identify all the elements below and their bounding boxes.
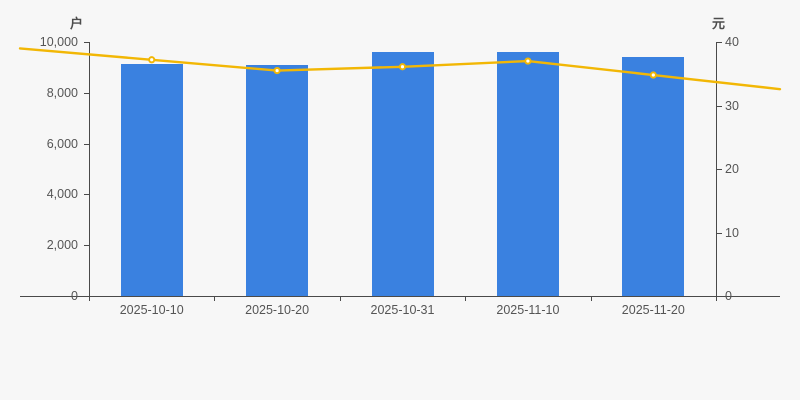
left-tick-label: 4,000 [46,187,78,202]
right-tick-mark [717,42,722,43]
x-axis-label: 2025-10-10 [119,303,184,317]
left-tick-label: 6,000 [46,136,78,151]
right-tick-label: 30 [725,98,739,113]
x-axis-label: 2025-10-31 [370,303,435,317]
left-tick-mark [84,194,89,196]
right-tick-label: 20 [725,161,739,176]
x-axis [20,296,780,297]
bar[interactable] [622,57,685,296]
right-tick-mark [717,169,722,170]
x-tick-mark [89,296,90,301]
left-tick-label: 10,000 [39,34,78,49]
x-tick-mark [339,296,341,301]
left-tick-mark [84,143,89,145]
bar[interactable] [120,64,183,296]
right-tick-label: 0 [725,288,732,303]
right-y-axis [716,42,717,296]
bar[interactable] [496,51,559,296]
right-tick-label: 40 [725,34,739,49]
left-tick-label: 0 [71,288,78,303]
x-axis-label: 2025-11-10 [496,303,560,317]
right-tick-mark [717,105,722,107]
x-axis-label: 2025-11-20 [621,303,685,317]
right-axis-unit-label: 元 [712,16,726,31]
bar[interactable] [371,52,434,296]
left-tick-mark [84,42,89,43]
x-tick-mark [214,296,216,301]
x-tick-mark [590,296,592,301]
right-tick-mark [717,296,722,297]
x-tick-mark [716,296,717,301]
price-point-marker[interactable] [148,56,156,64]
left-tick-mark [84,245,89,247]
right-tick-mark [717,232,722,234]
price-line-stub [18,47,153,61]
x-axis-label: 2025-10-20 [245,303,310,317]
left-tick-mark [84,296,89,297]
x-tick-mark [465,296,467,301]
left-axis-unit-label: 户 [70,16,84,31]
left-tick-mark [84,92,89,94]
left-tick-label: 2,000 [46,237,78,252]
left-tick-label: 8,000 [46,85,78,100]
right-tick-label: 10 [725,225,739,240]
bar[interactable] [246,64,309,296]
left-y-axis [89,42,90,296]
